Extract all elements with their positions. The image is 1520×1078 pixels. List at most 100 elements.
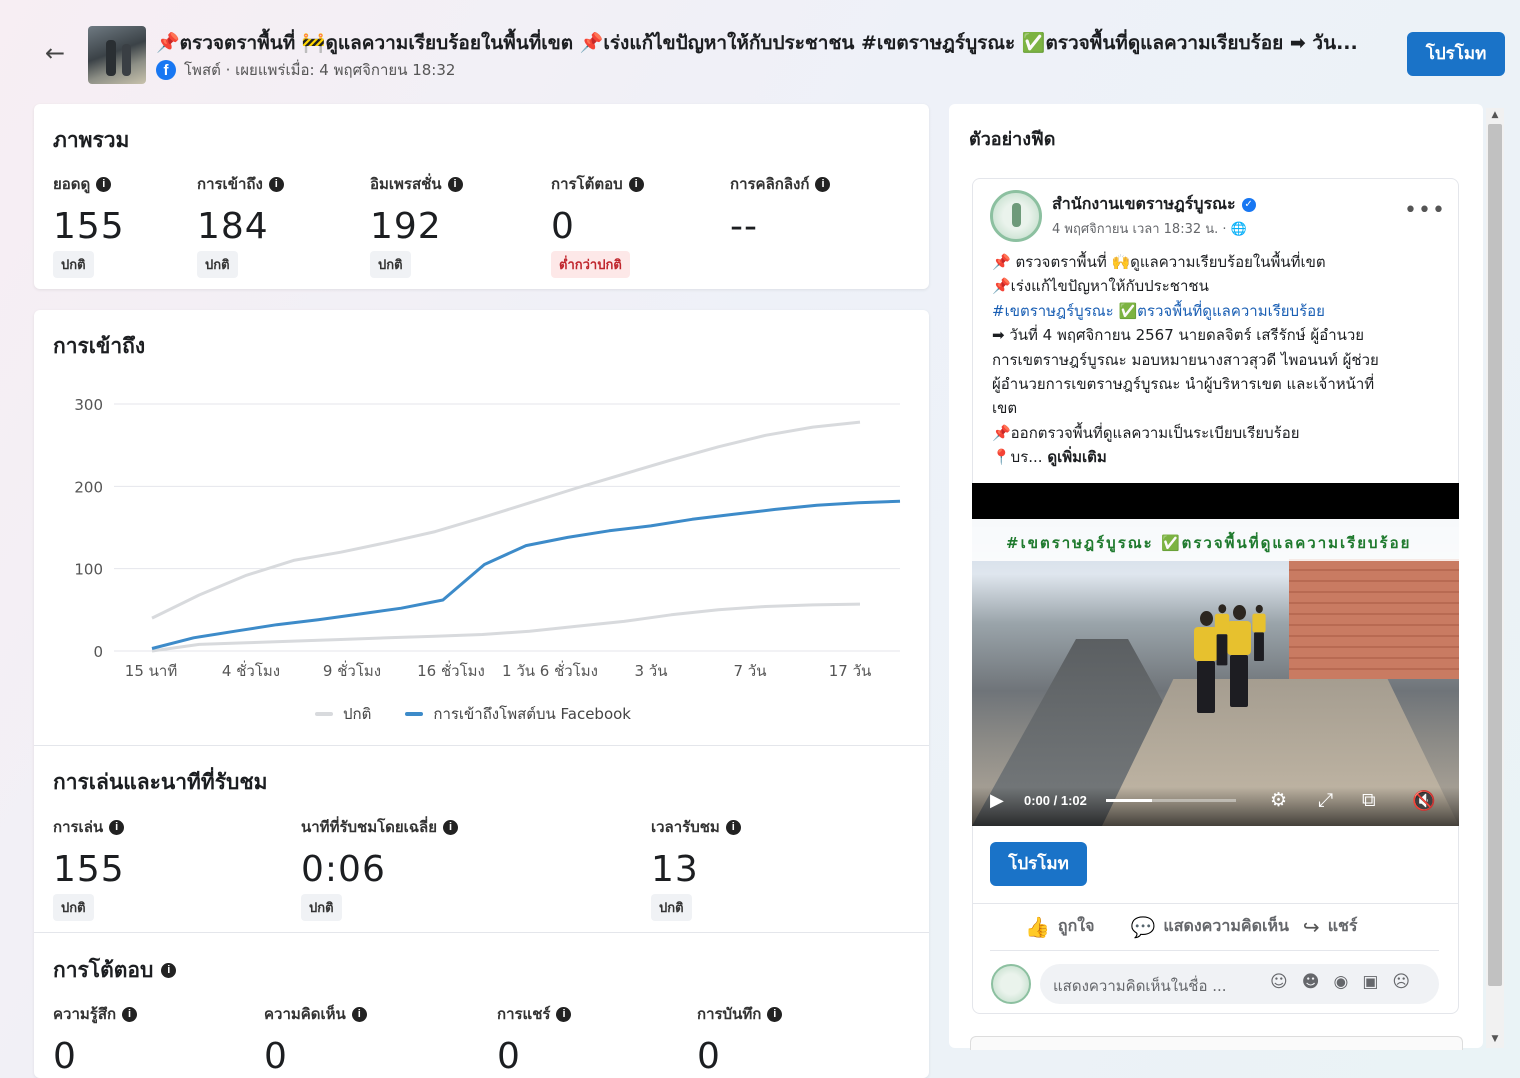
info-icon[interactable]: i bbox=[109, 819, 125, 835]
post-meta: f โพสต์ · เผยแพร่เมื่อ: 4 พฤศจิกายน 18:3… bbox=[156, 58, 455, 82]
emoji-icon[interactable]: ☻ bbox=[1301, 972, 1320, 992]
info-icon[interactable]: i bbox=[628, 176, 644, 192]
verified-badge-icon: ✓ bbox=[1241, 197, 1256, 212]
share-arrow-icon: ↪ bbox=[1302, 914, 1320, 939]
legend-item-normal[interactable]: ปกติ bbox=[315, 702, 371, 726]
comment-input[interactable] bbox=[1040, 964, 1439, 1004]
next-post-card bbox=[970, 1036, 1463, 1050]
video-wall bbox=[1289, 559, 1459, 679]
scroll-up-icon[interactable]: ▲ bbox=[1491, 110, 1499, 120]
page-avatar[interactable] bbox=[990, 190, 1042, 242]
chart-legend: ปกติ การเข้าถึงโพสต์บน Facebook bbox=[315, 702, 631, 726]
sticker-icon[interactable]: ☺ bbox=[1270, 972, 1288, 992]
post-thumbnail bbox=[88, 26, 146, 84]
metric-status-badge: ปกติ bbox=[197, 251, 238, 278]
gif-icon[interactable]: ▣ bbox=[1362, 972, 1379, 992]
settings-gear-icon[interactable]: ⚙ bbox=[1270, 789, 1288, 811]
preview-promote-button[interactable]: โปรโมท bbox=[990, 842, 1087, 886]
info-icon[interactable]: i bbox=[556, 1006, 572, 1022]
video-player[interactable]: #เขตราษฎร์บูรณะ ✅ตรวจพื้นที่ดูแลความเรีย… bbox=[972, 483, 1459, 826]
comment-label: แสดงความคิดเห็น bbox=[1163, 916, 1289, 935]
feed-preview-title: ตัวอย่างฟีด bbox=[969, 129, 1056, 150]
post-text-line: 📌เร่งแก้ไขปัญหาให้กับประชาชน bbox=[992, 277, 1209, 296]
metric-value: 192 bbox=[370, 206, 442, 247]
post-text-line: 📍บร... ดูเพิ่มเติม bbox=[992, 445, 1440, 469]
info-icon[interactable]: i bbox=[96, 176, 112, 192]
page-name[interactable]: สำนักงานเขตราษฎร์บูรณะ ✓ bbox=[1052, 192, 1256, 217]
camera-icon[interactable]: ◉ bbox=[1333, 972, 1349, 992]
engagement-metric: ความรู้สึก i 0 bbox=[53, 1002, 138, 1077]
avatar-sticker-icon[interactable]: ☹ bbox=[1392, 972, 1411, 992]
metric-label: ยอดดู i bbox=[53, 172, 125, 196]
info-icon[interactable]: i bbox=[268, 176, 284, 192]
metric-label: ความรู้สึก i bbox=[53, 1002, 138, 1026]
metric-value: 0 bbox=[697, 1036, 721, 1077]
metric-label-text: การเข้าถึง bbox=[197, 175, 263, 193]
engagement-metric: ความคิดเห็น i 0 bbox=[264, 1002, 367, 1077]
legend-item-reach[interactable]: การเข้าถึงโพสต์บน Facebook bbox=[405, 702, 631, 726]
post-published-date: โพสต์ · เผยแพร่เมื่อ: 4 พฤศจิกายน 18:32 bbox=[184, 61, 456, 79]
video-person bbox=[1214, 603, 1230, 669]
metric-label-text: การเล่น bbox=[53, 818, 104, 836]
play-icon[interactable]: ▶ bbox=[990, 790, 1004, 811]
video-controls-bar bbox=[972, 787, 1459, 826]
metric-value: 0 bbox=[551, 206, 575, 247]
metric-status-badge: ปกติ bbox=[301, 894, 342, 921]
more-dots-icon[interactable]: ••• bbox=[1404, 198, 1446, 223]
metric-label: การเข้าถึง i bbox=[197, 172, 284, 196]
commenter-avatar[interactable] bbox=[991, 964, 1031, 1004]
comment-bubble-icon: 💬 bbox=[1130, 914, 1156, 939]
pip-icon[interactable]: ⧉ bbox=[1362, 789, 1376, 811]
like-button[interactable]: 👍 ถูกใจ bbox=[1025, 914, 1094, 939]
scroll-down-icon[interactable]: ▼ bbox=[1491, 1034, 1499, 1044]
see-more-link[interactable]: ดูเพิ่มเติม bbox=[1047, 448, 1107, 467]
post-text-line: ผู้อำนวยการเขตราษฎร์บูรณะ นำผู้บริหารเขต… bbox=[992, 375, 1375, 394]
metric-value: 13 bbox=[651, 849, 699, 890]
mute-icon[interactable]: 🔇 bbox=[1412, 790, 1436, 812]
metric-label-text: ความรู้สึก bbox=[53, 1005, 117, 1023]
info-icon[interactable]: i bbox=[161, 963, 177, 978]
video-progress-bar[interactable] bbox=[1106, 799, 1236, 802]
legend-swatch-reach bbox=[405, 712, 424, 716]
fullscreen-icon[interactable]: ⤢ bbox=[1318, 789, 1334, 811]
metric-label-text: ยอดดู bbox=[53, 175, 91, 193]
metric-status-badge: ปกติ bbox=[53, 251, 94, 278]
playback-metric: การเล่น i 155 ปกติ bbox=[53, 815, 125, 921]
post-date[interactable]: 4 พฤศจิกายน เวลา 18:32 น. · 🌐 bbox=[1052, 222, 1247, 237]
metric-label-text: การแชร์ bbox=[497, 1005, 551, 1023]
facebook-icon: f bbox=[156, 60, 176, 80]
action-divider bbox=[990, 950, 1439, 951]
comment-button[interactable]: 💬 แสดงความคิดเห็น bbox=[1130, 914, 1288, 939]
info-icon[interactable]: i bbox=[443, 819, 459, 835]
overview-metric: ยอดดู i 155 ปกติ bbox=[53, 172, 125, 278]
video-person bbox=[1252, 604, 1266, 665]
metric-value: 0 bbox=[53, 1036, 77, 1077]
share-button[interactable]: ↪ แชร์ bbox=[1303, 914, 1358, 939]
info-icon[interactable]: i bbox=[122, 1006, 138, 1022]
post-text-line: การเขตราษฎร์บูรณะ มอบหมายนางสาวสุวดี ไพอ… bbox=[992, 350, 1379, 369]
metric-value: 0:06 bbox=[301, 849, 386, 890]
thumbs-up-icon: 👍 bbox=[1025, 914, 1050, 939]
metric-status-badge: ปกติ bbox=[370, 251, 411, 278]
engagement-title-text: การโต้ตอบ bbox=[53, 958, 154, 982]
like-label: ถูกใจ bbox=[1057, 916, 1095, 935]
info-icon[interactable]: i bbox=[725, 819, 741, 835]
metric-label-text: การโต้ตอบ bbox=[551, 175, 623, 193]
metric-label: อิมเพรสชั่น i bbox=[370, 172, 463, 196]
legend-label-normal: ปกติ bbox=[343, 705, 372, 723]
video-banner: #เขตราษฎร์บูรณะ ✅ตรวจพื้นที่ดูแลความเรีย… bbox=[1006, 534, 1412, 552]
playback-metric: เวลารับชม i 13 ปกติ bbox=[651, 815, 741, 921]
post-text-truncated: 📍บร... bbox=[992, 448, 1043, 467]
back-arrow-icon[interactable]: ← bbox=[44, 39, 66, 67]
metric-label-text: การบันทึก bbox=[697, 1005, 762, 1023]
post-actions: 👍 ถูกใจ 💬 แสดงความคิดเห็น ↪ แชร์ bbox=[1025, 914, 1445, 939]
post-text: 📌 ตรวจตราพื้นที่ 🙌ดูแลความเรียบร้อยในพื้… bbox=[992, 250, 1440, 470]
promote-button[interactable]: โปรโมท bbox=[1407, 32, 1505, 76]
info-icon[interactable]: i bbox=[351, 1006, 367, 1022]
info-icon[interactable]: i bbox=[815, 176, 831, 192]
metric-label: การเล่น i bbox=[53, 815, 125, 839]
scrollbar-thumb[interactable] bbox=[1488, 124, 1502, 986]
info-icon[interactable]: i bbox=[447, 176, 463, 192]
section-divider bbox=[34, 932, 929, 933]
info-icon[interactable]: i bbox=[767, 1006, 783, 1022]
